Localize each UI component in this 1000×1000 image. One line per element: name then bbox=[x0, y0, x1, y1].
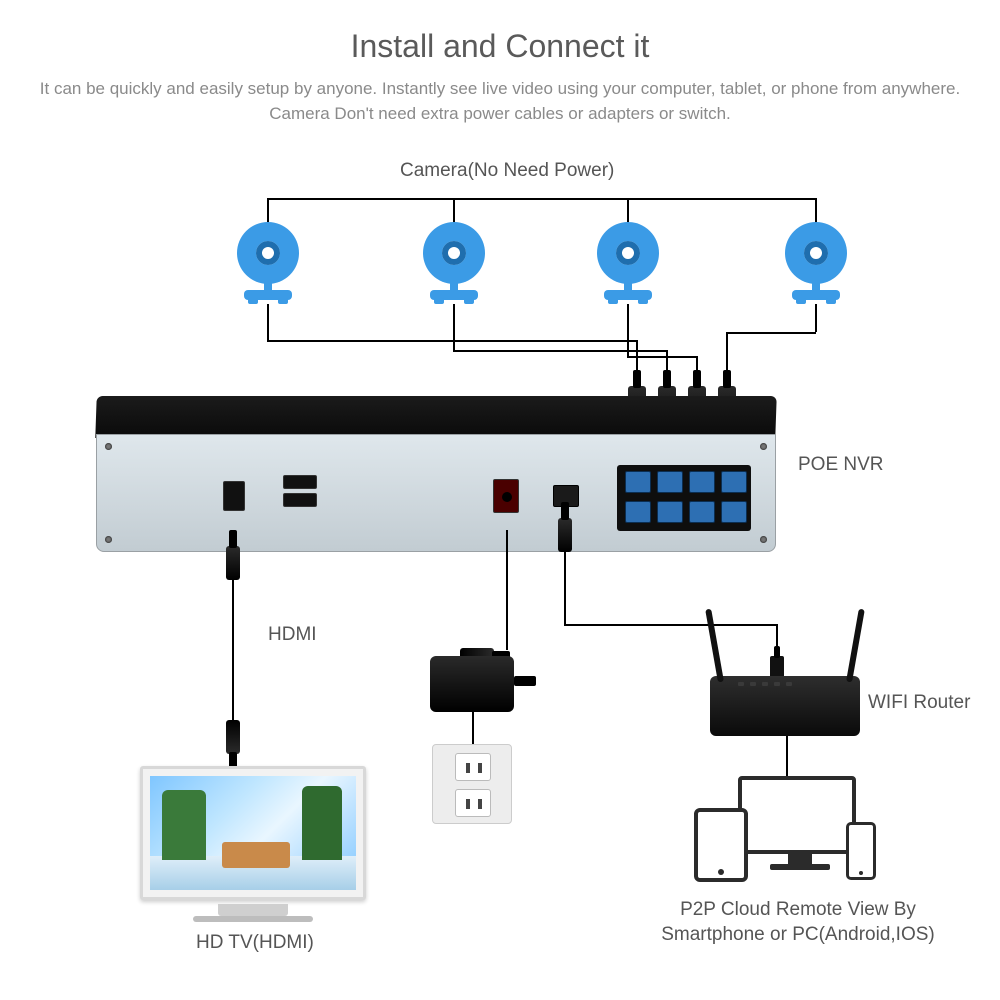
router-label: WIFI Router bbox=[868, 692, 970, 714]
wire-dc bbox=[506, 530, 508, 650]
wire-cam4-drop bbox=[815, 198, 817, 224]
wire bbox=[453, 304, 455, 350]
hdmi-label: HDMI bbox=[268, 624, 317, 646]
hdmi-port bbox=[223, 481, 245, 511]
wire-cam2-drop bbox=[453, 198, 455, 224]
camera-icon bbox=[416, 222, 492, 300]
tv-label: HD TV(HDMI) bbox=[196, 932, 314, 954]
wire-router-clients bbox=[786, 736, 788, 776]
client-devices-icon bbox=[684, 776, 884, 886]
wire bbox=[267, 340, 637, 342]
tv-icon bbox=[140, 766, 366, 920]
camera-icon bbox=[590, 222, 666, 300]
page-title: Install and Connect it bbox=[0, 0, 1000, 65]
ethernet-plug-icon bbox=[558, 518, 572, 552]
wire-lan bbox=[564, 552, 566, 624]
devices-label: P2P Cloud Remote View By Smartphone or P… bbox=[648, 898, 948, 947]
nvr-label: POE NVR bbox=[798, 454, 884, 476]
poe-port-block bbox=[617, 465, 751, 531]
page-subtitle: It can be quickly and easily setup by an… bbox=[0, 65, 1000, 126]
wire bbox=[815, 304, 817, 332]
wire bbox=[627, 304, 629, 356]
wifi-router-icon bbox=[710, 676, 860, 736]
usb-port bbox=[283, 475, 317, 489]
poe-nvr-device bbox=[96, 396, 776, 556]
wire bbox=[453, 350, 667, 352]
hdmi-plug-icon bbox=[226, 720, 240, 754]
cameras-label: Camera(No Need Power) bbox=[400, 160, 614, 182]
wire bbox=[726, 332, 816, 334]
wire bbox=[267, 304, 269, 340]
wall-outlet-icon bbox=[432, 744, 512, 824]
wire-lan bbox=[564, 624, 776, 626]
camera-icon bbox=[230, 222, 306, 300]
wire bbox=[627, 356, 697, 358]
wire-camera-bus bbox=[267, 198, 816, 200]
dc-power-port bbox=[493, 479, 519, 513]
hdmi-plug-icon bbox=[226, 546, 240, 580]
wire-cam3-drop bbox=[627, 198, 629, 224]
wire-hdmi bbox=[232, 580, 234, 720]
camera-icon bbox=[778, 222, 854, 300]
power-adapter-icon bbox=[430, 656, 514, 712]
usb-port bbox=[283, 493, 317, 507]
wire-cam1-drop bbox=[267, 198, 269, 224]
